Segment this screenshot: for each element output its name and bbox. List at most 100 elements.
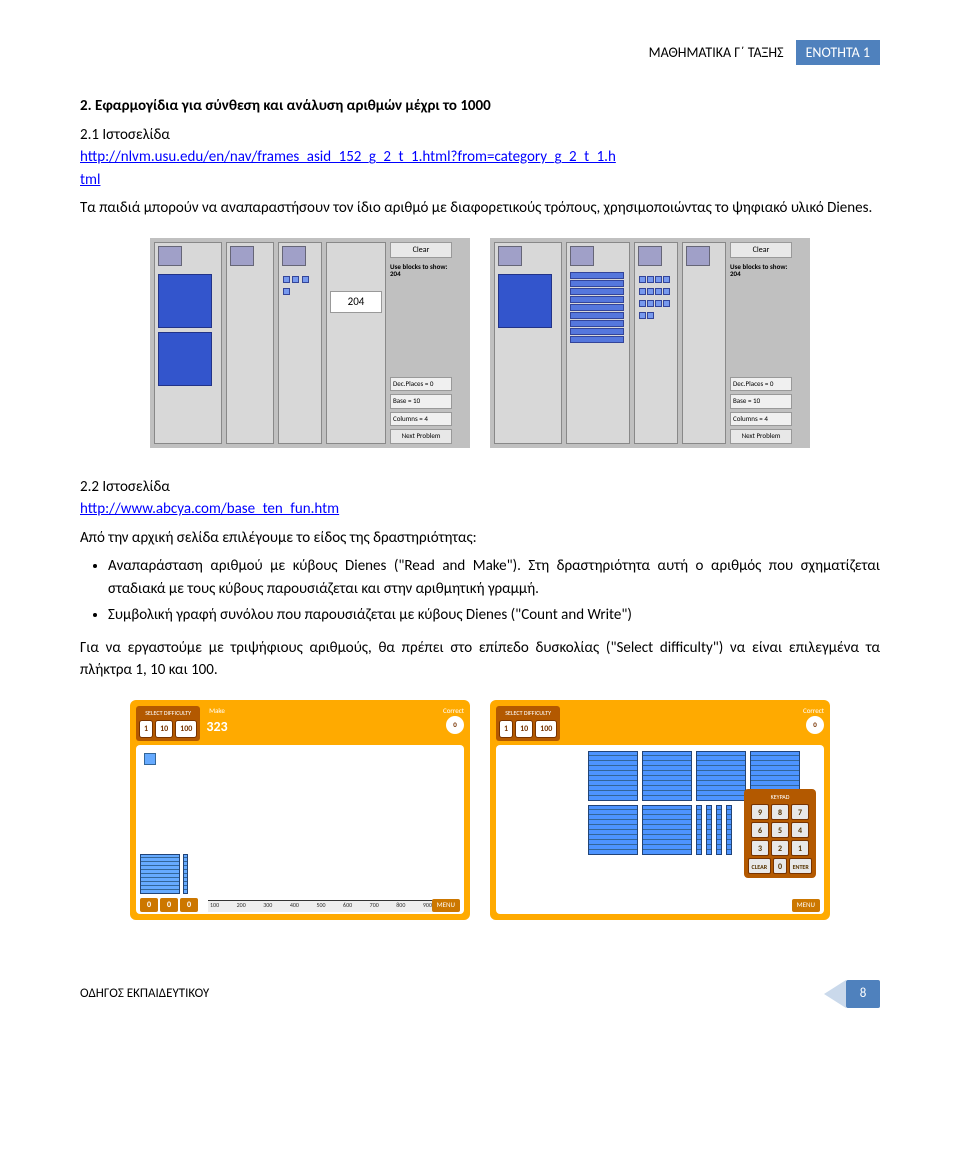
unit-block bbox=[283, 288, 290, 295]
columns-field[interactable]: Columns = 4 bbox=[730, 412, 792, 427]
key-1[interactable]: 1 bbox=[791, 840, 809, 856]
key-4[interactable]: 4 bbox=[791, 822, 809, 838]
key-7[interactable]: 7 bbox=[791, 804, 809, 820]
use-blocks-label: Use blocks to show: 204 bbox=[390, 263, 452, 278]
unit-block bbox=[302, 276, 309, 283]
unit-block bbox=[663, 300, 670, 307]
ten-block bbox=[570, 272, 624, 279]
ten-block bbox=[570, 312, 624, 319]
difficulty-label: SELECT DIFFICULTY bbox=[139, 709, 197, 718]
link-nlvm-line1[interactable]: http://nlvm.usu.edu/en/nav/frames_asid_1… bbox=[80, 146, 880, 169]
make-number: 323 bbox=[206, 716, 227, 737]
key-3[interactable]: 3 bbox=[751, 840, 769, 856]
difficulty-10-button[interactable]: 10 bbox=[515, 720, 533, 738]
unit-block bbox=[663, 276, 670, 283]
activity-intro: Από την αρχική σελίδα επιλέγουμε το είδο… bbox=[80, 527, 880, 550]
hundred-block bbox=[696, 751, 746, 801]
unit-block[interactable] bbox=[144, 753, 156, 765]
key-enter[interactable]: ENTER bbox=[789, 858, 812, 874]
next-problem-button[interactable]: Next Problem bbox=[390, 429, 452, 444]
difficulty-1-button[interactable]: 1 bbox=[139, 720, 153, 738]
correct-label: Correct bbox=[803, 706, 824, 717]
correct-number: 0 bbox=[446, 716, 464, 734]
key-8[interactable]: 8 bbox=[771, 804, 789, 820]
cube-icon bbox=[230, 246, 254, 266]
make-target: Make 323 bbox=[206, 706, 227, 738]
unit-block bbox=[639, 288, 646, 295]
difficulty-panel: SELECT DIFFICULTY 1 10 100 bbox=[496, 706, 560, 741]
difficulty-label: SELECT DIFFICULTY bbox=[499, 709, 557, 718]
section-title: 2. Εφαρμογίδια για σύνθεση και ανάλυση α… bbox=[80, 95, 880, 118]
unit-block bbox=[647, 312, 654, 319]
unit-block bbox=[283, 276, 290, 283]
dec-places-field[interactable]: Dec.Places = 0 bbox=[730, 377, 792, 392]
link-nlvm-line2[interactable]: tml bbox=[80, 169, 880, 192]
whiteboard[interactable]: 0 0 0 100 200 300 400 500 600 700 800 90… bbox=[136, 745, 464, 914]
difficulty-100-button[interactable]: 100 bbox=[535, 720, 557, 738]
base-field[interactable]: Base = 10 bbox=[390, 394, 452, 409]
key-0[interactable]: 0 bbox=[773, 858, 788, 874]
unit-block bbox=[647, 288, 654, 295]
difficulty-100-button[interactable]: 100 bbox=[175, 720, 197, 738]
hundred-block bbox=[642, 751, 692, 801]
key-clear[interactable]: CLEAR bbox=[748, 858, 771, 874]
cube-icon bbox=[158, 246, 182, 266]
cube-icon bbox=[638, 246, 662, 266]
subsection-2-1-label: 2.1 Ιστοσελίδα bbox=[80, 124, 880, 147]
page-footer: ΟΔΗΓΟΣ ΕΚΠΑΙΔΕΥΤΙΚΟΥ 8 bbox=[80, 980, 880, 1008]
ten-block bbox=[726, 805, 732, 855]
keypad: KEYPAD 9 8 7 6 5 4 3 2 1 bbox=[744, 789, 816, 878]
unit-block bbox=[663, 288, 670, 295]
difficulty-note: Για να εργαστούμε με τριψήφιους αριθμούς… bbox=[80, 637, 880, 682]
correct-label: Correct bbox=[443, 706, 464, 717]
dienes-app-left: 204 Clear Use blocks to show: 204 Dec.Pl… bbox=[150, 238, 470, 448]
hundred-block bbox=[642, 805, 692, 855]
ten-block bbox=[570, 296, 624, 303]
keypad-title: KEYPAD bbox=[748, 793, 812, 802]
subject-label: ΜΑΘΗΜΑΤΙΚΑ Γ΄ ΤΑΞΗΣ bbox=[649, 42, 784, 63]
dec-places-field[interactable]: Dec.Places = 0 bbox=[390, 377, 452, 392]
ten-block bbox=[716, 805, 722, 855]
tray-tens: 0 bbox=[160, 898, 178, 912]
unit-block bbox=[655, 276, 662, 283]
unit-block bbox=[639, 276, 646, 283]
ten-block bbox=[570, 304, 624, 311]
number-line: 100 200 300 400 500 600 700 800 900 bbox=[208, 900, 434, 912]
clear-button[interactable]: Clear bbox=[390, 242, 452, 258]
difficulty-1-button[interactable]: 1 bbox=[499, 720, 513, 738]
key-2[interactable]: 2 bbox=[771, 840, 789, 856]
unit-block bbox=[655, 288, 662, 295]
columns-field[interactable]: Columns = 4 bbox=[390, 412, 452, 427]
unit-block bbox=[647, 300, 654, 307]
ten-block bbox=[706, 805, 712, 855]
cube-icon bbox=[686, 246, 710, 266]
key-9[interactable]: 9 bbox=[751, 804, 769, 820]
use-blocks-label: Use blocks to show: 204 bbox=[730, 263, 792, 278]
ten-block bbox=[570, 280, 624, 287]
cube-icon bbox=[282, 246, 306, 266]
key-6[interactable]: 6 bbox=[751, 822, 769, 838]
abcya-app-count-write: SELECT DIFFICULTY 1 10 100 Correct 0 bbox=[490, 700, 830, 920]
key-5[interactable]: 5 bbox=[771, 822, 789, 838]
difficulty-panel: SELECT DIFFICULTY 1 10 100 bbox=[136, 706, 200, 741]
menu-button[interactable]: MENU bbox=[432, 899, 460, 912]
menu-button[interactable]: MENU bbox=[792, 899, 820, 912]
base-field[interactable]: Base = 10 bbox=[730, 394, 792, 409]
next-problem-button[interactable]: Next Problem bbox=[730, 429, 792, 444]
hundred-block bbox=[158, 274, 212, 328]
cube-icon bbox=[570, 246, 594, 266]
para-dienes-intro: Τα παιδιά μπορούν να αναπαραστήσουν τον … bbox=[80, 197, 880, 220]
correct-counter: Correct 0 bbox=[443, 706, 464, 735]
number-display: 204 bbox=[330, 291, 382, 314]
unit-block bbox=[292, 276, 299, 283]
hundred-block bbox=[158, 332, 212, 386]
hundred-block-palette[interactable] bbox=[140, 854, 180, 894]
unit-block bbox=[647, 276, 654, 283]
link-abcya[interactable]: http://www.abcya.com/base_ten_fun.htm bbox=[80, 498, 880, 521]
tray-ones: 0 bbox=[180, 898, 198, 912]
tray-hundreds: 0 bbox=[140, 898, 158, 912]
clear-button[interactable]: Clear bbox=[730, 242, 792, 258]
ten-block-palette[interactable] bbox=[183, 854, 188, 894]
difficulty-10-button[interactable]: 10 bbox=[155, 720, 173, 738]
page-header: ΜΑΘΗΜΑΤΙΚΑ Γ΄ ΤΑΞΗΣ ΕΝΟΤΗΤΑ 1 bbox=[80, 40, 880, 65]
